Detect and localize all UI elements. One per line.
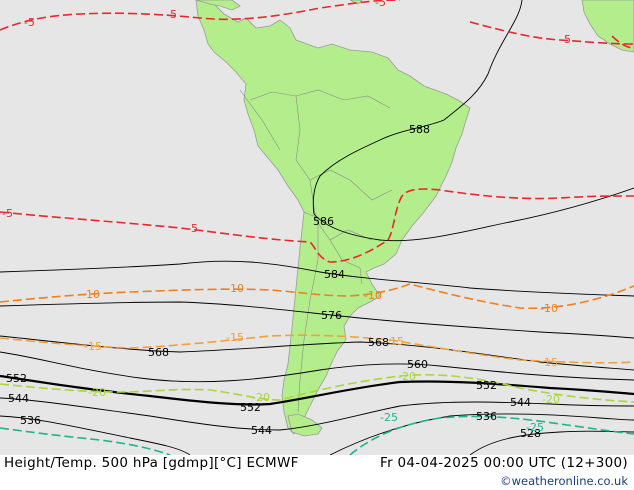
height-contour-584 — [0, 260, 634, 297]
isotherm-minus15 — [0, 334, 634, 364]
temp-label-minus5: -5 — [187, 222, 198, 235]
height-contour-568 — [0, 335, 634, 371]
height-label: 588 — [409, 123, 430, 136]
isotherm-minus5-africa — [611, 35, 634, 49]
temp-label-minus20: -20 — [542, 393, 560, 406]
height-label: 544 — [8, 392, 29, 405]
temperature-labels: -5 -5 -5 -5 -5 -5 -10 -10 -10 -10 -15 -1… — [2, 0, 571, 434]
height-label: 544 — [251, 424, 272, 437]
height-label: 560 — [407, 358, 428, 371]
height-contour-544 — [0, 397, 634, 431]
isotherm-minus20-west — [0, 373, 634, 403]
height-label: 568 — [148, 346, 169, 359]
height-label: 586 — [313, 215, 334, 228]
temp-label-minus5: -5 — [375, 0, 386, 9]
weather-map: 588 586 584 576 568 568 560 552 552 552 … — [0, 0, 634, 455]
height-label: 552 — [476, 379, 497, 392]
temp-label-minus15: -15 — [540, 356, 558, 369]
isotherm-minus10 — [0, 283, 634, 310]
temp-label-minus5: -5 — [24, 16, 35, 29]
height-contour-560 — [0, 351, 634, 383]
height-label: 552 — [6, 372, 27, 385]
temp-label-minus10: -10 — [364, 289, 382, 302]
height-label: 584 — [324, 268, 345, 281]
isotherm-minus25-east — [349, 415, 634, 455]
temp-label-minus25: -25 — [380, 411, 398, 424]
height-label: 536 — [20, 414, 41, 427]
temp-label-minus15: -15 — [226, 331, 244, 344]
temp-label-minus20: -20 — [252, 391, 270, 404]
temp-label-minus20: -20 — [398, 370, 416, 383]
south-america-landmass — [195, 0, 471, 435]
height-contour-536 — [0, 415, 191, 455]
credit-link[interactable]: ©weatheronline.co.uk — [500, 474, 628, 488]
temp-label-minus20: -20 — [88, 386, 106, 399]
forecast-datetime: Fr 04-04-2025 00:00 UTC (12+300) — [379, 455, 628, 471]
isotherm-minus5-north-east — [469, 21, 634, 45]
tierra-del-fuego — [287, 413, 323, 437]
temp-label-minus10: -10 — [226, 282, 244, 295]
temp-label-minus15: -15 — [386, 335, 404, 348]
isotherm-minus5-north — [0, 0, 401, 31]
height-label: 576 — [321, 309, 342, 322]
height-contour-588 — [312, 0, 523, 215]
land-masses — [195, 0, 634, 437]
caribbean-island — [349, 0, 363, 5]
height-contour-552 — [0, 374, 634, 406]
temp-label-minus5: -5 — [2, 207, 13, 220]
central-america-landmass — [195, 0, 241, 11]
height-label: 568 — [368, 336, 389, 349]
height-contour-576 — [0, 301, 634, 339]
temperature-isotherms — [0, 0, 634, 455]
height-label: 552 — [240, 401, 261, 414]
isotherm-minus25 — [0, 427, 171, 455]
height-contour-586 — [313, 187, 634, 242]
temp-label-minus25: -25 — [526, 421, 544, 434]
africa-landmass — [581, 0, 634, 53]
temp-label-minus10: -10 — [82, 288, 100, 301]
temp-label-minus15: -15 — [84, 340, 102, 353]
height-contours — [0, 0, 634, 455]
temp-label-minus5: -5 — [166, 8, 177, 21]
height-label: 536 — [476, 410, 497, 423]
temp-label-minus10: -10 — [540, 302, 558, 315]
height-labels: 588 586 584 576 568 568 560 552 552 552 … — [6, 123, 541, 440]
temp-label-minus5: -5 — [560, 33, 571, 46]
map-footer: Height/Temp. 500 hPa [gdmp][°C] ECMWF Fr… — [0, 455, 634, 490]
height-label: 544 — [510, 396, 531, 409]
height-contour-536-east — [329, 413, 634, 455]
height-label: 528 — [520, 427, 541, 440]
map-title: Height/Temp. 500 hPa [gdmp][°C] ECMWF — [4, 455, 299, 471]
